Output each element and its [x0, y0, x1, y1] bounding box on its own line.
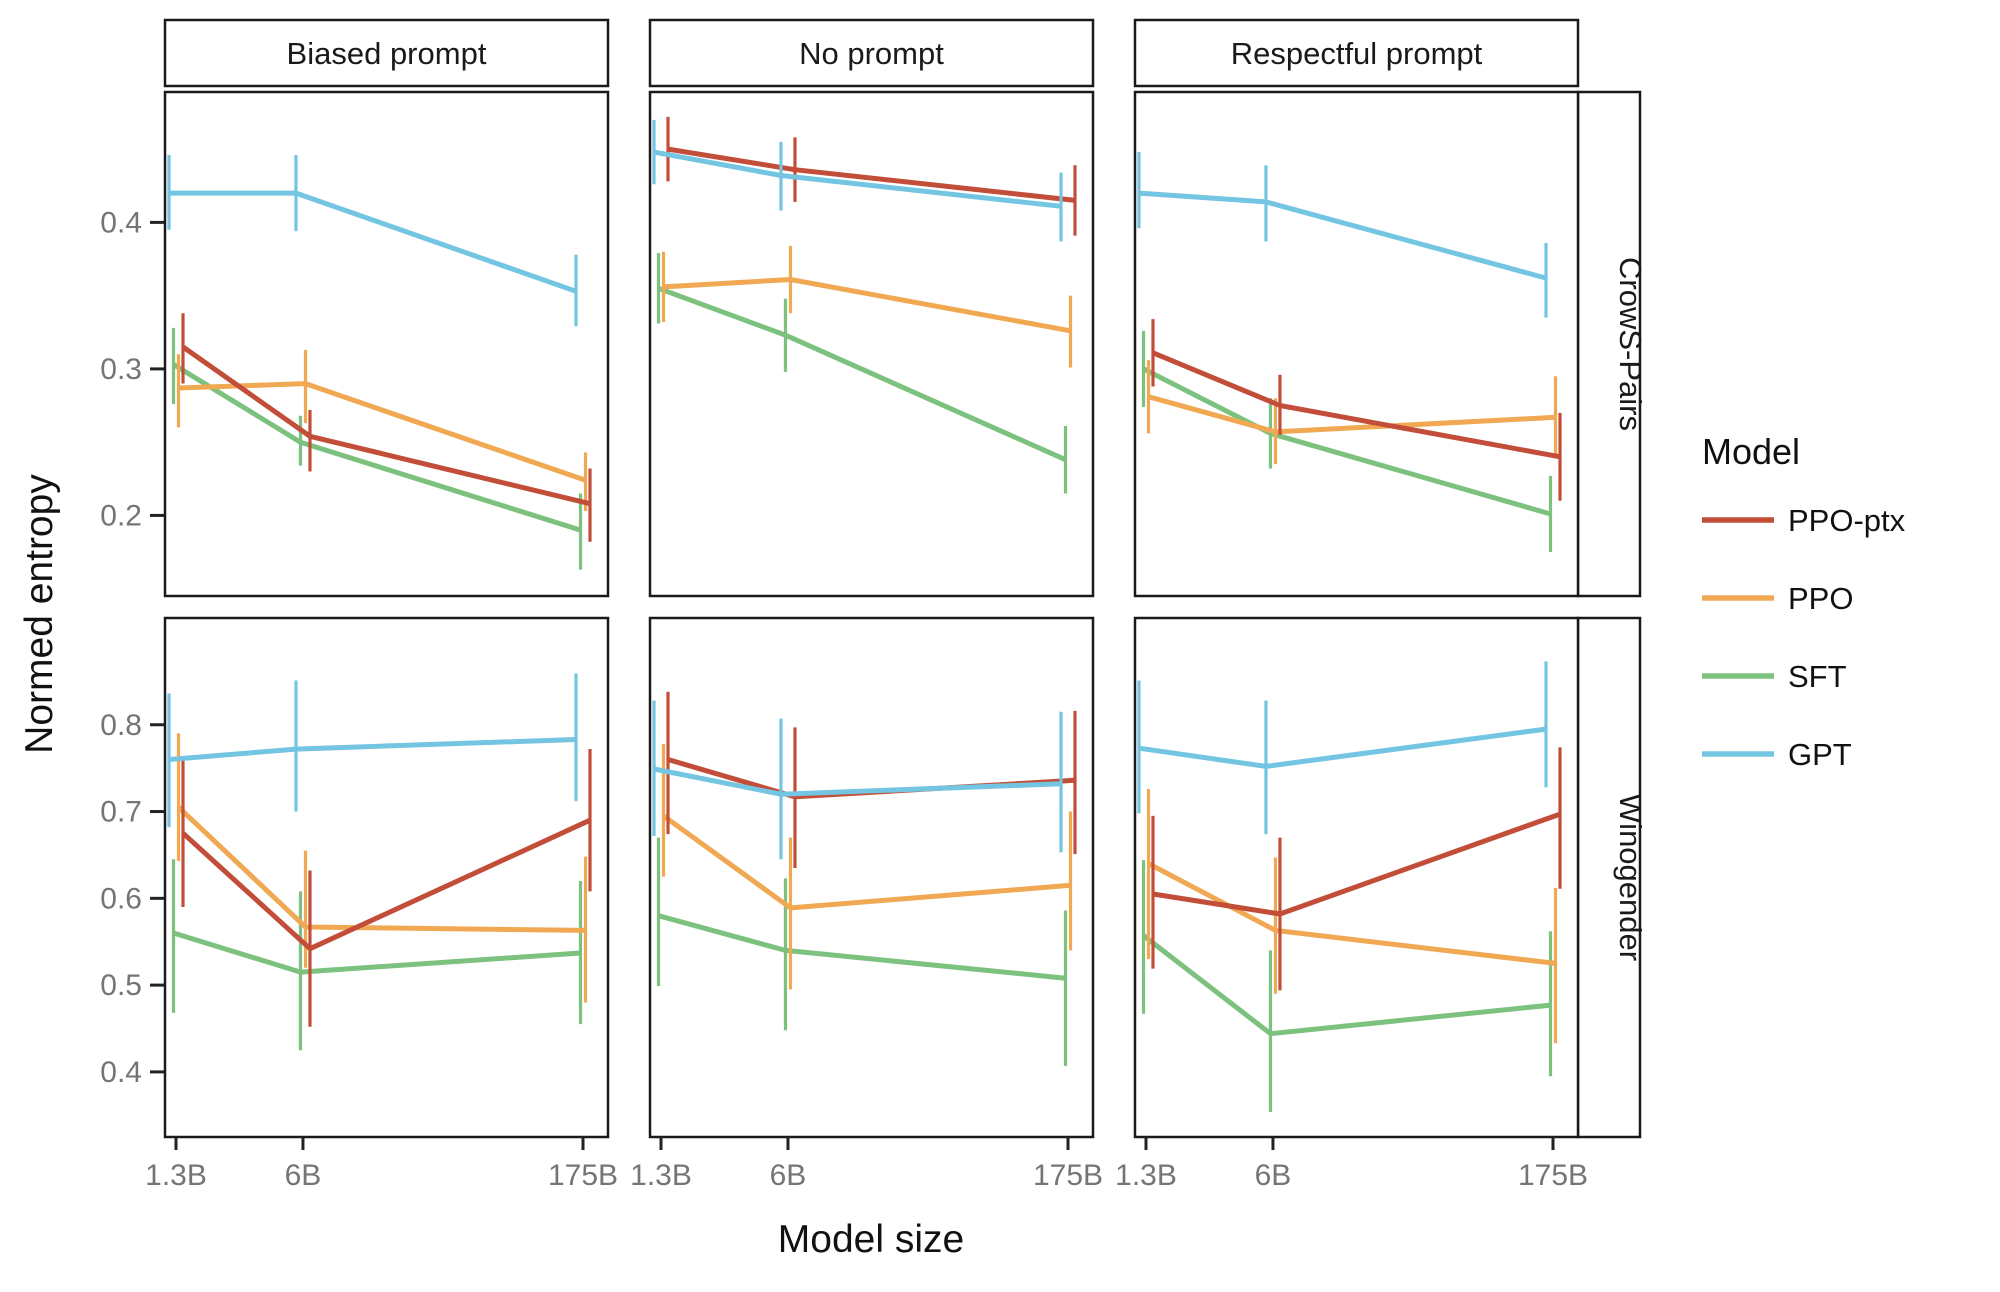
- series-PPO-ptx: [181, 313, 592, 542]
- x-tick-label: 175B: [548, 1159, 618, 1192]
- x-tick-label: 1.3B: [630, 1159, 692, 1192]
- legend-item-label: SFT: [1788, 659, 1847, 694]
- series-GPT: [167, 673, 578, 828]
- series-line: [667, 146, 1076, 203]
- x-axis-title: Model size: [778, 1218, 964, 1261]
- y-tick-label: 0.5: [100, 969, 142, 1002]
- series-line: [1138, 190, 1547, 281]
- facet-column-label: No prompt: [799, 36, 944, 71]
- x-tick-label: 6B: [1255, 1159, 1292, 1192]
- series-line: [168, 737, 577, 762]
- series-GPT: [1137, 152, 1548, 318]
- series-GPT: [167, 155, 578, 327]
- legend-title: Model: [1702, 431, 1800, 472]
- series-line: [172, 930, 581, 975]
- series-line: [1142, 366, 1552, 517]
- series-SFT: [1141, 330, 1553, 553]
- series-SFT: [171, 859, 583, 1051]
- series-line: [662, 813, 1071, 911]
- y-tick-label: 0.6: [100, 882, 142, 915]
- series-GPT: [652, 700, 1063, 860]
- legend: PPO-ptx PPO SFT GPT: [1702, 503, 1906, 772]
- x-tick-label: 175B: [1033, 1159, 1103, 1192]
- legend-item-label: PPO-ptx: [1788, 503, 1906, 538]
- y-tick-label: 0.2: [100, 499, 142, 532]
- series-GPT: [1137, 661, 1548, 835]
- series-line: [1152, 350, 1561, 460]
- series-line: [657, 913, 1066, 981]
- series-SFT: [1141, 860, 1553, 1112]
- facet-row-label: CrowS-Pairs: [1613, 257, 1648, 431]
- series-PPO: [661, 245, 1073, 368]
- series-line: [653, 766, 1062, 797]
- chart-panels: Biased prompt No prompt Respectful prompt 0…: [100, 18, 1648, 1192]
- series-line: [1141, 933, 1551, 1037]
- series-PPO-ptx: [1151, 747, 1562, 991]
- series-line: [657, 285, 1067, 462]
- series-PPO-ptx: [666, 116, 1077, 236]
- series-PPO: [1146, 360, 1558, 465]
- series-line: [1138, 726, 1547, 769]
- y-axis-title: Normed entropy: [18, 474, 61, 754]
- series-PPO: [176, 733, 588, 1003]
- panel: [648, 616, 1095, 1139]
- panel: [163, 90, 610, 598]
- series-line: [1152, 811, 1561, 917]
- series-PPO-ptx: [1151, 319, 1562, 501]
- y-tick-label: 0.3: [100, 353, 142, 386]
- legend-item: PPO-ptx: [1702, 503, 1906, 538]
- series-SFT: [171, 327, 583, 570]
- y-tick-label: 0.4: [100, 206, 142, 239]
- series-line: [176, 805, 586, 933]
- x-tick-label: 6B: [770, 1159, 807, 1192]
- x-tick-label: 1.3B: [145, 1159, 207, 1192]
- y-tick-label: 0.7: [100, 796, 142, 829]
- facet-column-label: Biased prompt: [287, 36, 487, 71]
- panel: [163, 616, 610, 1139]
- series-line: [1147, 394, 1556, 435]
- series-line: [178, 381, 587, 483]
- legend-item: GPT: [1702, 737, 1852, 772]
- series-line: [1147, 861, 1556, 966]
- legend-item: SFT: [1702, 659, 1847, 694]
- series-GPT: [652, 119, 1063, 242]
- series-line: [663, 277, 1071, 334]
- series-line: [181, 344, 591, 507]
- y-tick-label: 0.8: [100, 709, 142, 742]
- facet-row-strip: [1576, 616, 1642, 1139]
- panel: [1133, 616, 1580, 1139]
- series-SFT: [656, 253, 1068, 494]
- series-PPO: [1146, 788, 1558, 1044]
- series-PPO: [661, 743, 1073, 990]
- panel: [648, 90, 1095, 598]
- series-PPO-ptx: [181, 749, 592, 1027]
- x-tick-label: 175B: [1518, 1159, 1588, 1192]
- series-line: [169, 190, 577, 294]
- facet-column-strip: [163, 18, 610, 88]
- facet-column-strip: [648, 18, 1095, 88]
- series-line: [181, 817, 592, 952]
- facet-column-label: Respectful prompt: [1231, 36, 1483, 71]
- x-tick-label: 1.3B: [1115, 1159, 1177, 1192]
- facet-column-strip: [1133, 18, 1580, 88]
- series-line: [653, 149, 1062, 209]
- facet-row-strip: [1576, 90, 1642, 598]
- x-tick-label: 6B: [285, 1159, 322, 1192]
- panel: [1133, 90, 1580, 598]
- legend-item-label: PPO: [1788, 581, 1853, 616]
- series-line: [172, 362, 582, 533]
- legend-item: PPO: [1702, 581, 1853, 616]
- facet-row-label: Winogender: [1613, 794, 1648, 961]
- y-tick-label: 0.4: [100, 1056, 142, 1089]
- legend-item-label: GPT: [1788, 737, 1852, 772]
